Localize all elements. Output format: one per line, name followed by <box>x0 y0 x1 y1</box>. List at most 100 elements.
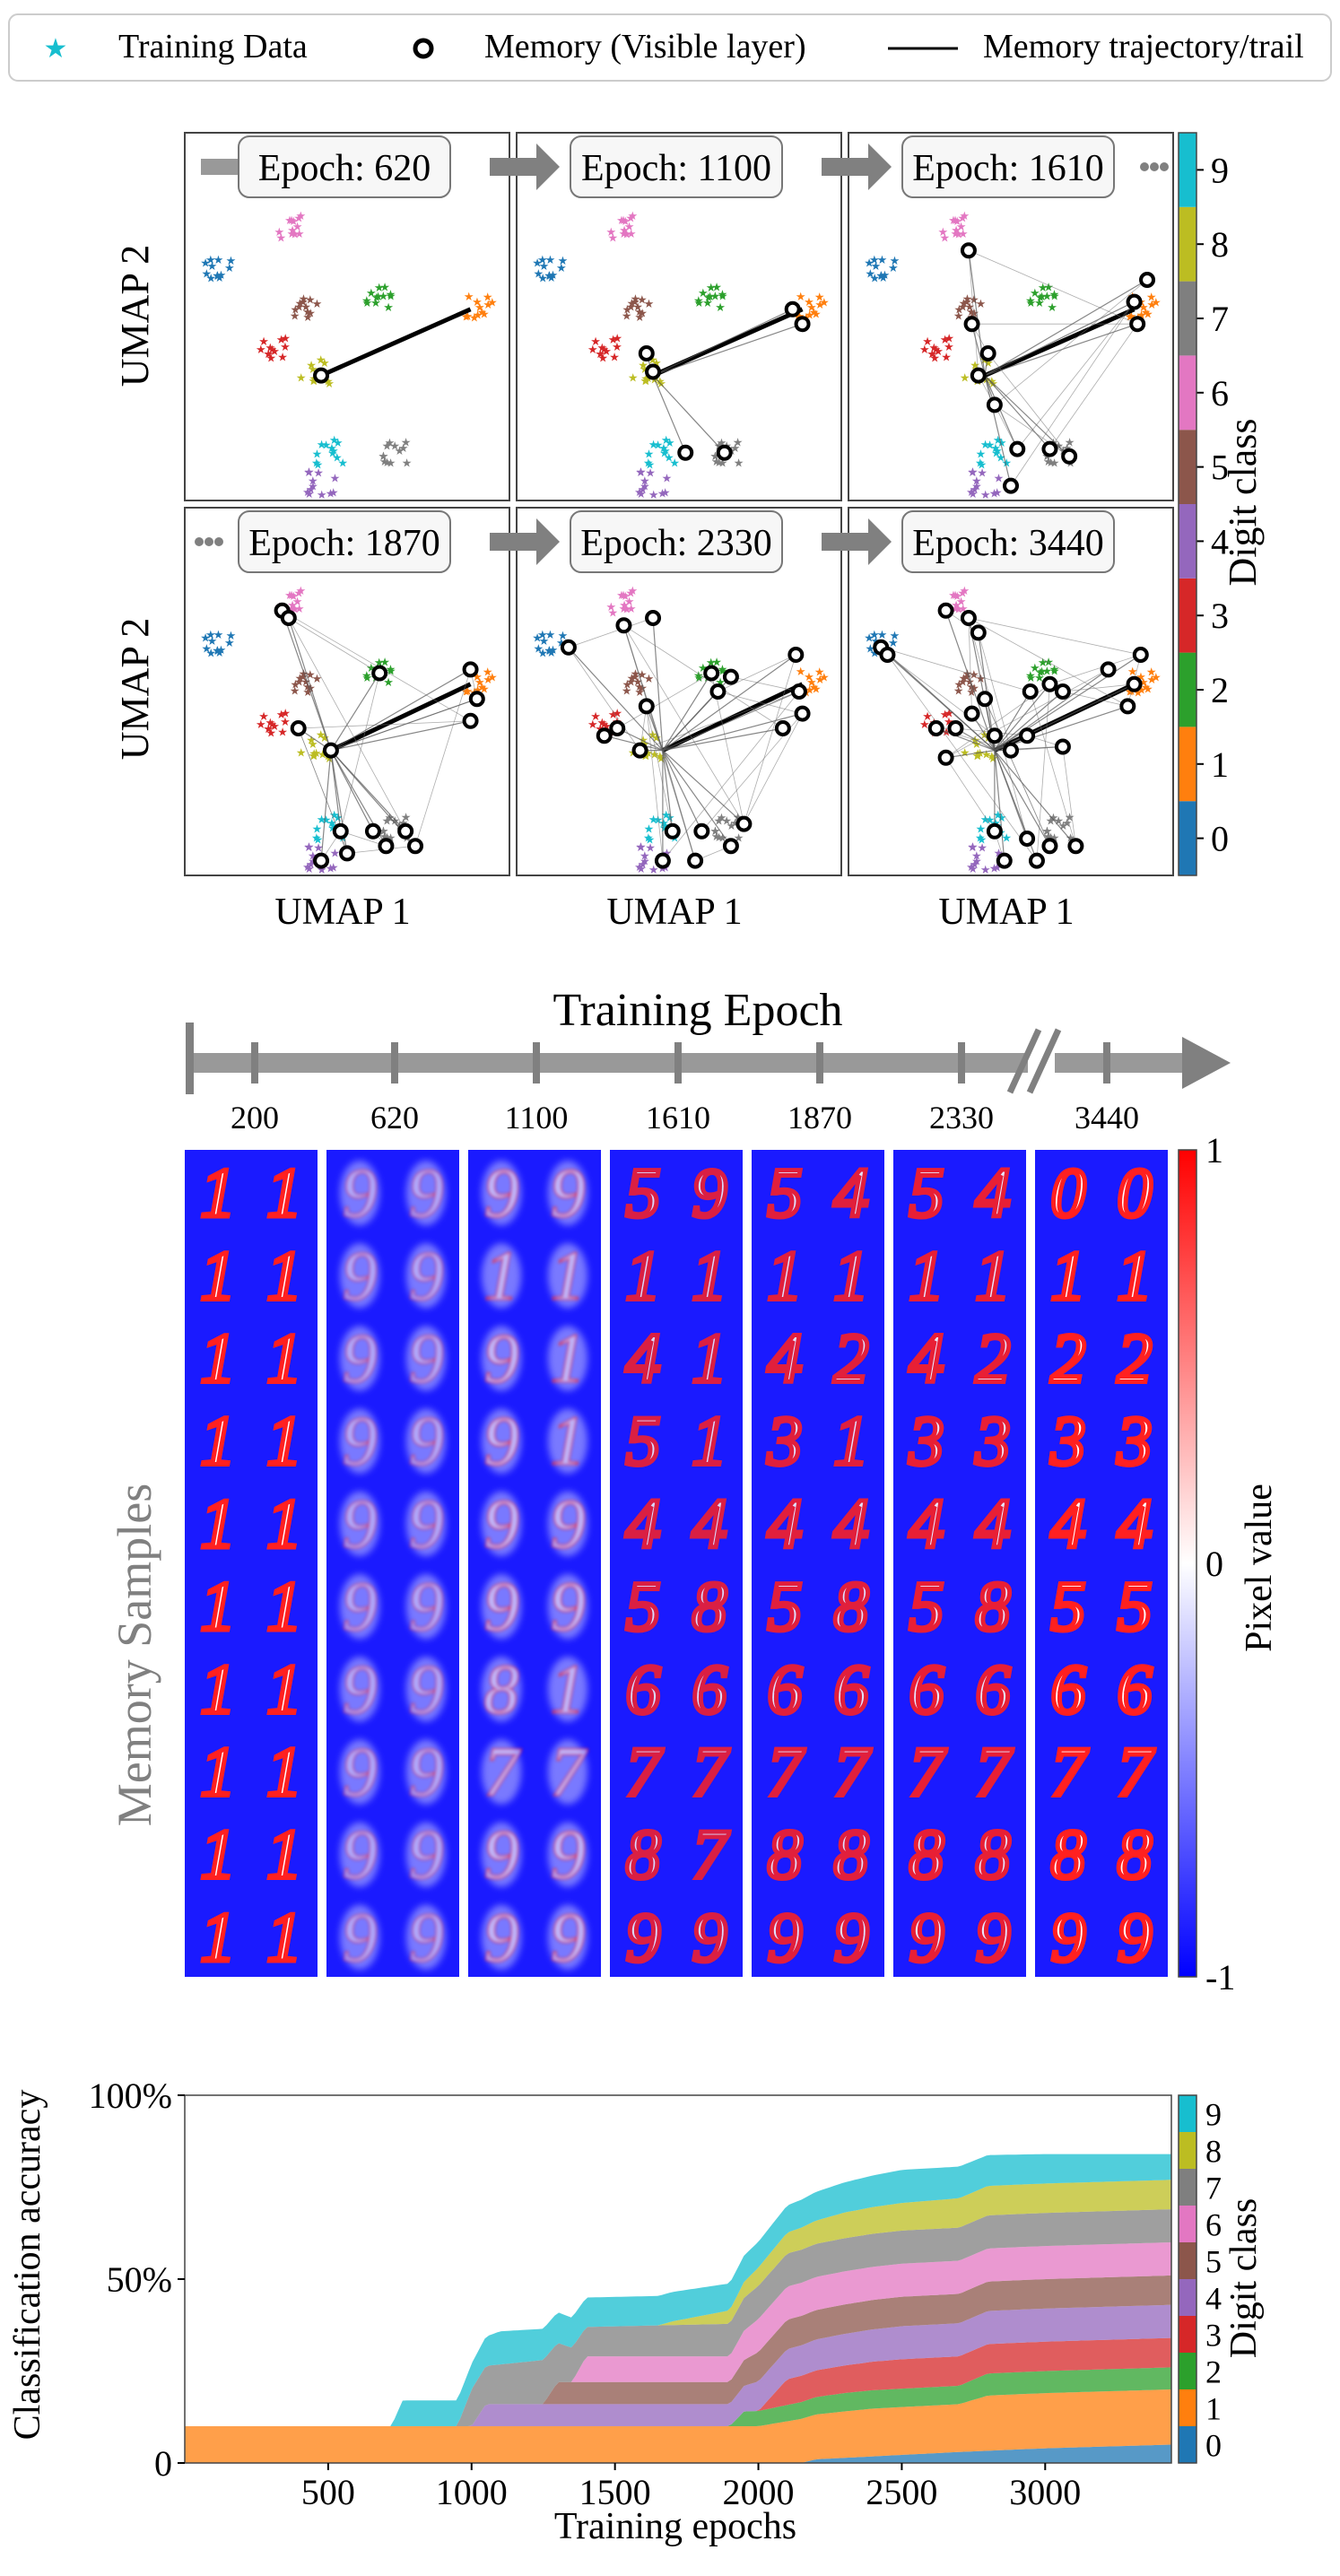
memory-trail-line <box>652 375 726 454</box>
training-point-star-icon: ★ <box>305 307 316 320</box>
training-point-star-icon: ★ <box>969 307 979 320</box>
legend: ★ Training Data Memory (Visible layer) M… <box>8 13 1332 82</box>
training-point-star-icon: ★ <box>980 438 991 451</box>
training-point-star-icon: ★ <box>994 847 1005 860</box>
training-point-star-icon: ★ <box>927 347 937 361</box>
training-point-star-icon: ★ <box>957 212 968 225</box>
training-point-star-icon: ★ <box>634 305 645 318</box>
timeline-tick-label: 620 <box>370 1100 419 1136</box>
memory-node <box>986 822 1003 840</box>
training-point-star-icon: ★ <box>644 297 655 310</box>
training-point-star-icon: ★ <box>637 682 648 695</box>
training-point-star-icon: ★ <box>205 272 216 285</box>
training-point-star-icon: ★ <box>329 433 340 447</box>
pixel-colorbar-gradient <box>1178 1149 1197 1978</box>
training-point-star-icon: ★ <box>207 259 218 273</box>
training-point-star-icon: ★ <box>1035 666 1046 679</box>
memory-blur-blob <box>406 1408 446 1474</box>
training-point-star-icon: ★ <box>303 840 314 854</box>
training-point-star-icon: ★ <box>263 347 274 361</box>
training-point-star-icon: ★ <box>330 847 341 860</box>
training-point-star-icon: ★ <box>463 684 474 698</box>
memory-blur-blob <box>340 1739 379 1805</box>
training-point-star-icon: ★ <box>649 748 660 761</box>
memory-digit: 9 <box>484 1567 519 1645</box>
colorbar-swatch <box>1179 206 1196 282</box>
training-point-star-icon: ★ <box>718 831 728 845</box>
training-point-star-icon: ★ <box>302 305 313 318</box>
memory-blur-blob <box>482 1574 521 1640</box>
training-point-star-icon: ★ <box>718 287 728 300</box>
memory-trail-line <box>288 617 332 751</box>
training-point-star-icon: ★ <box>545 628 556 641</box>
memory-digit: 8 <box>484 1649 519 1727</box>
training-point-star-icon: ★ <box>597 716 608 729</box>
umap-panel: ★★★★★★★★★★★★★★★★★★★★★★★★★★★★★★★★★★★★★★★★… <box>490 132 842 501</box>
training-point-star-icon: ★ <box>705 290 716 303</box>
training-point-star-icon: ★ <box>890 254 901 267</box>
memory-node <box>735 815 753 832</box>
training-point-star-icon: ★ <box>662 472 673 485</box>
training-point-star-icon: ★ <box>985 813 996 826</box>
training-point-star-icon: ★ <box>992 861 1003 875</box>
memory-digit: 9 <box>551 1484 586 1562</box>
training-point-star-icon: ★ <box>608 708 619 721</box>
training-point-star-icon: ★ <box>940 708 951 721</box>
training-point-star-icon: ★ <box>398 816 409 830</box>
training-point-star-icon: ★ <box>385 436 396 449</box>
training-point-star-icon: ★ <box>987 375 997 388</box>
training-point-star-icon: ★ <box>645 466 656 479</box>
memory-blur-blob <box>340 1904 379 1970</box>
training-point-star-icon: ★ <box>644 822 655 836</box>
training-point-star-icon: ★ <box>714 456 725 469</box>
memory-node <box>687 852 704 869</box>
training-point-star-icon: ★ <box>361 669 372 683</box>
epoch-label: Epoch: 1870 <box>248 523 439 564</box>
memory-blur-blob <box>548 1739 587 1805</box>
training-point-star-icon: ★ <box>258 335 269 348</box>
pixel-colorbar-tick: 0 <box>1205 1544 1223 1584</box>
memory-node <box>645 363 662 380</box>
training-point-star-icon: ★ <box>638 359 648 372</box>
memory-node <box>1019 831 1036 847</box>
training-point-star-icon: ★ <box>292 595 303 608</box>
memory-digit: 1 <box>692 1236 727 1314</box>
memory-digit: 1 <box>201 1402 236 1480</box>
training-point-star-icon: ★ <box>711 830 722 843</box>
colorbar-frame <box>1178 132 1197 876</box>
training-point-star-icon: ★ <box>989 487 1000 500</box>
training-point-star-icon: ★ <box>648 813 659 826</box>
memory-trail-line <box>330 750 374 832</box>
training-point-star-icon: ★ <box>693 294 704 308</box>
training-point-star-icon: ★ <box>638 857 648 871</box>
memory-trail-line <box>652 309 793 377</box>
memory-digit: 9 <box>409 1898 444 1976</box>
training-point-star-icon: ★ <box>607 231 618 245</box>
training-point-star-icon: ★ <box>305 667 316 681</box>
training-point-star-icon: ★ <box>669 457 680 470</box>
training-point-star-icon: ★ <box>295 672 306 685</box>
memory-trail-line <box>662 691 800 861</box>
training-point-star-icon: ★ <box>619 598 630 612</box>
accuracy-area-class-6 <box>185 2242 1171 2426</box>
training-point-star-icon: ★ <box>624 220 635 233</box>
training-point-star-icon: ★ <box>1138 300 1149 314</box>
training-point-star-icon: ★ <box>640 362 650 376</box>
training-point-star-icon: ★ <box>612 331 622 344</box>
training-point-star-icon: ★ <box>626 674 637 688</box>
memory-digit: 7 <box>484 1733 522 1811</box>
memory-blur-blob <box>482 1822 521 1887</box>
training-point-star-icon: ★ <box>966 685 977 699</box>
memory-node <box>1003 742 1019 759</box>
training-point-star-icon: ★ <box>715 300 726 314</box>
memory-digit: 9 <box>551 1153 586 1231</box>
memory-blur-blob <box>406 1904 446 1970</box>
training-point-star-icon: ★ <box>693 669 704 683</box>
umap-ylabel-bottom: UMAP 2 <box>113 618 157 761</box>
training-point-star-icon: ★ <box>651 356 662 370</box>
memory-trail-main <box>329 682 472 753</box>
memory-digit: 1 <box>551 1236 586 1314</box>
memory-digit: 8 <box>768 1815 803 1893</box>
training-point-star-icon: ★ <box>819 670 830 683</box>
